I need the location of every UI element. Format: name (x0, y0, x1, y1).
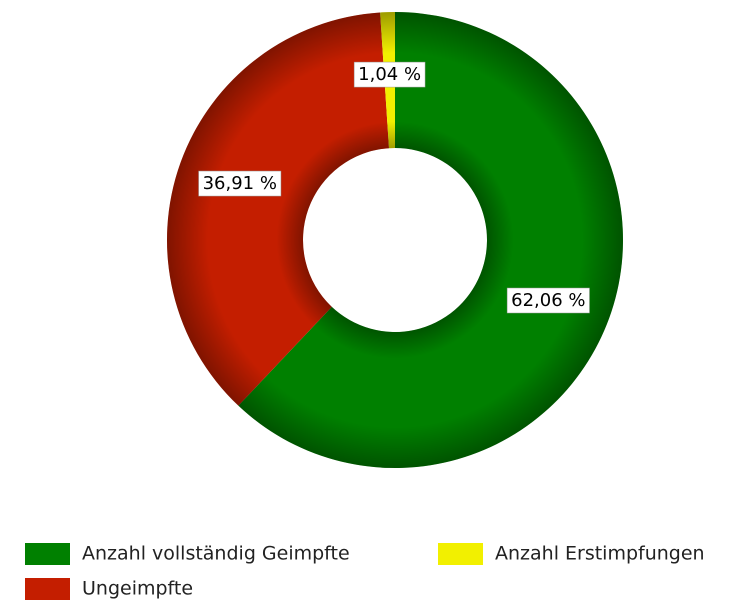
value-label: 36,91 % (203, 173, 277, 194)
labels: 62,06 % 36,91 % 1,04 % (198, 61, 590, 314)
legend-swatch (25, 578, 70, 600)
value-label: 62,06 % (511, 290, 585, 311)
legend-swatch (25, 543, 70, 565)
value-label-box (353, 61, 426, 88)
legend-label: Anzahl Erstimpfungen (495, 543, 705, 565)
legend: Anzahl vollständig Geimpfte Ungeimpfte Anz… (25, 543, 705, 600)
legend-label: Anzahl vollständig Geimpfte (82, 543, 350, 565)
legend-label: Ungeimpfte (82, 578, 193, 600)
value-label: 1,04 % (358, 64, 421, 85)
value-label-box (198, 170, 282, 197)
value-label-box (506, 287, 590, 314)
legend-swatch (438, 543, 483, 565)
